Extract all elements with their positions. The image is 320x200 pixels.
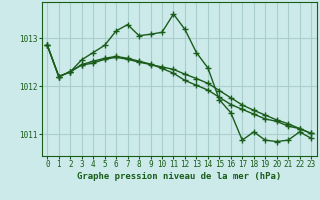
X-axis label: Graphe pression niveau de la mer (hPa): Graphe pression niveau de la mer (hPa) <box>77 172 281 181</box>
